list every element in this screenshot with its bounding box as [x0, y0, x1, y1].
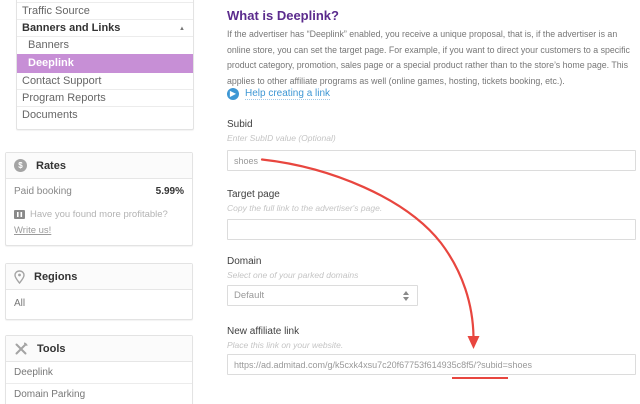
affiliate-link-label: New affiliate link: [227, 326, 300, 337]
sidebar-item-documents[interactable]: Documents: [22, 109, 78, 121]
rate-row: Paid booking 5.99%: [14, 186, 184, 197]
write-us-link[interactable]: Write us!: [14, 225, 52, 236]
sidebar-item-banners[interactable]: Banners: [28, 39, 69, 51]
domain-select-value: Default: [234, 290, 265, 301]
target-page-label: Target page: [227, 189, 280, 200]
location-pin-icon: [14, 269, 25, 284]
tools-icon: [15, 342, 28, 354]
regions-title: Regions: [34, 270, 78, 283]
help-creating-link[interactable]: ▶ Help creating a link: [227, 88, 331, 100]
coin-icon: $: [14, 159, 27, 172]
deeplink-description: If the advertiser has “Deeplink” enabled…: [227, 29, 630, 86]
rates-header: $ Rates: [6, 153, 192, 179]
domain-label: Domain: [227, 256, 262, 267]
rates-title: Rates: [36, 159, 66, 172]
feedback-icon: [14, 210, 25, 219]
affiliate-link-hint: Place this link on your website.: [227, 340, 344, 350]
sidebar-nav-card: Traffic Source Banners and Links ▲ Banne…: [16, 0, 194, 130]
rates-prompt: Have you found more profitable?: [14, 209, 184, 220]
tools-item-domain-parking[interactable]: Domain Parking: [14, 389, 86, 400]
nav-row-partial: [17, 0, 193, 3]
target-page-hint: Copy the full link to the advertiser's p…: [227, 203, 383, 213]
affiliate-link-input[interactable]: [227, 354, 636, 375]
rate-label: Paid booking: [14, 186, 72, 197]
tools-header: Tools: [6, 336, 192, 362]
tools-item-deeplink[interactable]: Deeplink: [6, 362, 192, 384]
subid-underline-annotation: [452, 377, 508, 379]
chevron-up-icon: ▲: [179, 26, 185, 32]
tools-card: Tools Deeplink Domain Parking: [5, 335, 193, 404]
rates-card: $ Rates Paid booking 5.99% Have you foun…: [5, 152, 193, 246]
rates-prompt-text: Have you found more profitable?: [30, 209, 168, 220]
target-page-input[interactable]: [227, 219, 636, 240]
sidebar-item-contact-support[interactable]: Contact Support: [17, 73, 193, 90]
sidebar-item-deeplink-active[interactable]: Deeplink: [17, 54, 193, 73]
play-circle-icon: ▶: [227, 88, 239, 100]
regions-value: All: [14, 298, 26, 309]
tools-title: Tools: [37, 342, 66, 355]
sidebar-item-traffic-source[interactable]: Traffic Source: [17, 3, 193, 20]
help-link-label: Help creating a link: [245, 88, 331, 100]
sidebar-item-program-reports[interactable]: Program Reports: [17, 90, 193, 107]
sidebar-item-label: Banners and Links: [22, 22, 121, 34]
main-content: What is Deeplink? If the advertiser has …: [227, 0, 636, 404]
sidebar-item-banners-and-links[interactable]: Banners and Links ▲: [17, 20, 193, 37]
subid-label: Subid: [227, 119, 253, 130]
stepper-icon: [403, 290, 409, 301]
regions-header: Regions: [6, 264, 192, 290]
regions-card: Regions All: [5, 263, 193, 320]
domain-hint: Select one of your parked domains: [227, 270, 359, 280]
subid-hint: Enter SubID value (Optional): [227, 133, 336, 143]
rate-value: 5.99%: [155, 186, 184, 197]
page-title: What is Deeplink?: [227, 8, 339, 23]
domain-select[interactable]: Default: [227, 285, 418, 306]
subid-input[interactable]: [227, 150, 636, 171]
